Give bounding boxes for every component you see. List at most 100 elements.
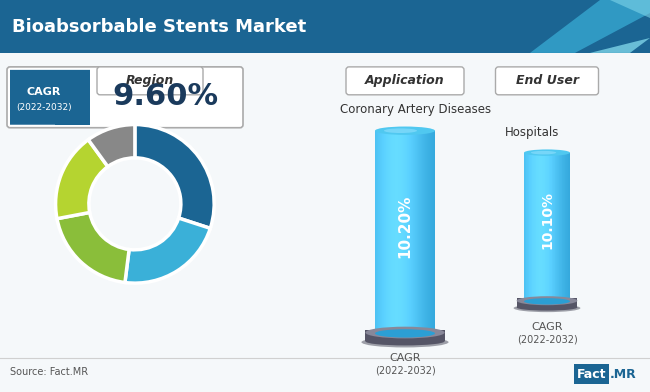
Bar [420, 131, 421, 334]
Bar [404, 131, 406, 334]
Ellipse shape [514, 304, 580, 312]
Text: 9.60%: 9.60% [112, 82, 218, 111]
Bar [403, 131, 404, 334]
Bar [415, 131, 416, 334]
Ellipse shape [531, 151, 556, 154]
Bar [429, 131, 430, 334]
Bar [409, 131, 410, 334]
Bar [550, 152, 551, 302]
Bar [423, 131, 424, 334]
Bar [388, 131, 389, 334]
Bar [426, 131, 427, 334]
Bar [569, 152, 570, 302]
FancyBboxPatch shape [10, 70, 90, 125]
Bar [424, 131, 425, 334]
Bar [535, 152, 536, 302]
Text: Hospitals: Hospitals [505, 126, 560, 139]
Bar [411, 131, 412, 334]
Bar [564, 152, 565, 302]
Bar [554, 152, 556, 302]
Wedge shape [56, 140, 108, 219]
Ellipse shape [524, 298, 570, 305]
Bar [402, 131, 403, 334]
Bar [563, 152, 564, 302]
Bar [389, 131, 390, 334]
Bar [432, 131, 434, 334]
Bar [545, 152, 547, 302]
FancyBboxPatch shape [495, 67, 599, 95]
Text: Application: Application [365, 74, 445, 87]
Bar [417, 131, 419, 334]
Bar [562, 152, 563, 302]
Bar [551, 152, 552, 302]
Bar [544, 152, 545, 302]
Bar [375, 131, 376, 334]
Bar [412, 131, 413, 334]
Bar [562, 152, 564, 302]
Bar [547, 152, 548, 302]
Text: CAGR: CAGR [531, 322, 563, 332]
Text: Coronary Artery Diseases: Coronary Artery Diseases [340, 103, 491, 116]
Ellipse shape [375, 127, 435, 135]
Text: (2022-2032): (2022-2032) [16, 103, 72, 112]
Bar [431, 131, 432, 334]
Text: Fact: Fact [577, 368, 606, 381]
FancyBboxPatch shape [7, 67, 243, 128]
Bar [549, 152, 550, 302]
Bar [565, 152, 566, 302]
Bar [381, 131, 382, 334]
Text: Source: Fact.MR: Source: Fact.MR [10, 367, 88, 377]
Ellipse shape [524, 149, 570, 156]
Bar [556, 152, 557, 302]
FancyBboxPatch shape [574, 364, 609, 384]
Bar [398, 131, 399, 334]
Ellipse shape [365, 337, 445, 345]
Bar [430, 131, 432, 334]
Text: .MR: .MR [610, 368, 637, 381]
Text: Region: Region [126, 74, 174, 87]
Bar [393, 131, 395, 334]
Text: CAGR: CAGR [389, 353, 421, 363]
Bar [422, 131, 423, 334]
Bar [377, 131, 378, 334]
Bar [396, 131, 397, 334]
Bar [548, 152, 549, 302]
Bar [542, 152, 543, 302]
Bar [391, 131, 393, 334]
Bar [529, 152, 530, 302]
Bar [517, 298, 577, 307]
Bar [541, 152, 543, 302]
Wedge shape [125, 218, 211, 283]
Bar [567, 152, 569, 302]
Bar [397, 131, 398, 334]
Bar [383, 131, 384, 334]
Bar [55, 70, 90, 125]
Bar [394, 131, 395, 334]
Bar [392, 131, 393, 334]
Bar [552, 152, 553, 302]
Bar [401, 131, 402, 334]
Bar [425, 131, 426, 334]
Ellipse shape [517, 296, 577, 305]
Bar [543, 152, 544, 302]
Bar [410, 131, 411, 334]
Bar [382, 131, 384, 334]
Bar [554, 152, 555, 302]
Bar [558, 152, 560, 302]
Bar [385, 131, 386, 334]
Bar [405, 131, 406, 334]
Bar [406, 131, 408, 334]
Bar [524, 152, 525, 302]
Bar [399, 131, 400, 334]
Text: (2022-2032): (2022-2032) [517, 334, 577, 344]
Bar [433, 131, 434, 334]
Bar [418, 131, 419, 334]
Bar [421, 131, 422, 334]
Wedge shape [57, 212, 129, 283]
Bar [528, 152, 530, 302]
Bar [526, 152, 527, 302]
Text: 10.10%: 10.10% [540, 191, 554, 249]
Bar [560, 152, 561, 302]
Bar [530, 152, 531, 302]
Bar [378, 131, 380, 334]
